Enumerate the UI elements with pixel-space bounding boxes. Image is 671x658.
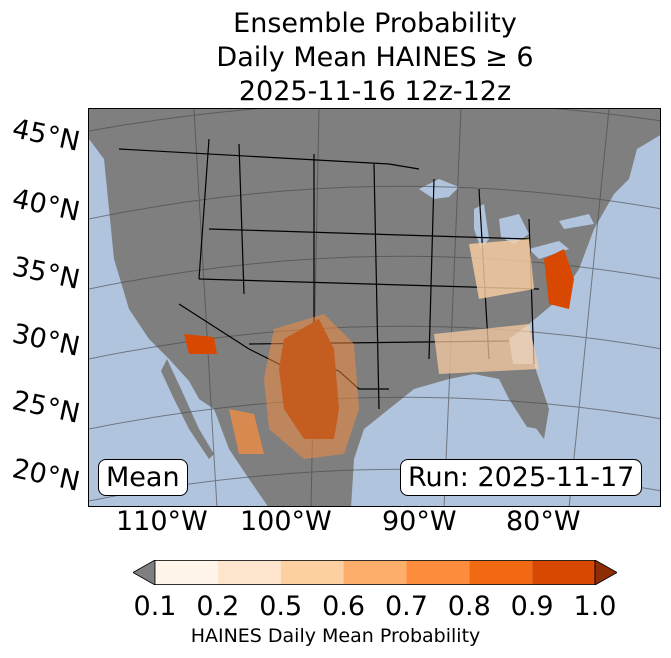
colorbar-tick-label: 0.9 <box>510 591 554 622</box>
lon-label-100: 100°W <box>240 506 332 537</box>
colorbar-label: HAINES Daily Mean Probability <box>190 625 481 647</box>
map-panel <box>88 108 661 507</box>
colorbar-tick-label: 1.0 <box>573 591 617 622</box>
lat-label-35: 35°N <box>9 251 83 296</box>
prob-az <box>184 334 217 354</box>
colorbar-tick-label: 0.1 <box>133 591 177 622</box>
map-svg <box>89 109 660 506</box>
colorbar-tick-label: 0.2 <box>196 591 240 622</box>
colorbar-over-arrow <box>594 560 617 585</box>
colorbar-segment <box>343 560 407 585</box>
lon-label-110: 110°W <box>116 506 208 537</box>
probability-shading <box>184 239 574 459</box>
title-line-1: Ensemble Probability <box>233 8 517 39</box>
colorbar-segment <box>155 560 218 585</box>
prob-mexico <box>229 409 264 454</box>
colorbar-segment <box>406 560 470 585</box>
prob-high-virginia <box>544 249 574 309</box>
baja-peninsula <box>161 359 214 459</box>
colorbar-tick-label: 0.6 <box>322 591 366 622</box>
stat-label-mean: Mean <box>98 459 188 496</box>
lat-label-25: 25°N <box>9 385 83 430</box>
lat-label-20: 20°N <box>9 453 83 498</box>
colorbar-segments <box>155 560 595 585</box>
colorbar-tick-label: 0.8 <box>447 591 491 622</box>
lat-label-30: 30°N <box>9 318 83 363</box>
florida <box>509 364 549 439</box>
colorbar-segment <box>280 560 344 585</box>
great-lakes <box>419 179 594 259</box>
colorbar-under-arrow <box>133 560 156 585</box>
prob-southeast <box>434 324 539 374</box>
colorbar-segment <box>217 560 281 585</box>
prob-mid-texas <box>264 314 359 459</box>
colorbar <box>133 560 617 585</box>
run-date-label: Run: 2025-11-17 <box>400 459 643 496</box>
colorbar-segment <box>532 560 595 585</box>
prob-ohio-valley <box>469 239 534 299</box>
colorbar-tick-label: 0.5 <box>259 591 303 622</box>
title-line-2: Daily Mean HAINES ≥ 6 <box>216 42 534 73</box>
lon-label-90: 90°W <box>382 506 457 537</box>
lat-label-40: 40°N <box>9 183 83 228</box>
colorbar-tick-label: 0.7 <box>384 591 428 622</box>
lon-label-80: 80°W <box>506 506 581 537</box>
lat-label-45: 45°N <box>9 113 83 158</box>
title-line-3: 2025-11-16 12z-12z <box>238 76 512 107</box>
colorbar-frame <box>154 560 596 585</box>
colorbar-segment <box>469 560 533 585</box>
